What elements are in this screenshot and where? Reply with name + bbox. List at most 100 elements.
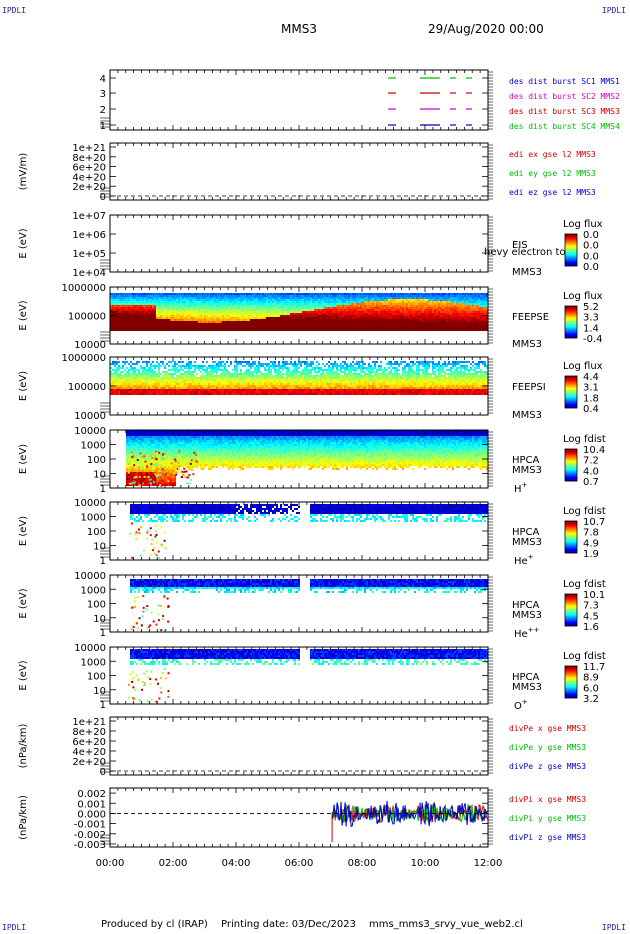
ylabel-divpe: (nPa/km) bbox=[18, 724, 29, 769]
ytick-label: 0 bbox=[100, 767, 106, 778]
ytick-label: -0.002 bbox=[74, 830, 106, 841]
colorbar-tick: 4.0 bbox=[583, 466, 599, 477]
corner-tag-top-right: IPDLI bbox=[601, 6, 626, 15]
ytick-label: 0 bbox=[100, 192, 106, 203]
file-name: mms_mms3_srvy_vue_web2.cl bbox=[369, 919, 523, 930]
colorbar-hpca_o bbox=[564, 665, 578, 699]
ytick-label: 10000 bbox=[74, 571, 106, 582]
ytick-label: 10000 bbox=[74, 426, 106, 437]
species-label: O+ bbox=[514, 698, 528, 712]
legend-entry: des dist burst SC4 MMS4 bbox=[509, 122, 620, 131]
ytick-label: 100000 bbox=[68, 382, 106, 393]
colorbar-tick: 4.5 bbox=[583, 611, 599, 622]
colorbar-tick: 0.7 bbox=[583, 477, 599, 488]
colorbar-hpca_he bbox=[564, 520, 578, 554]
ytick-label: 6e+20 bbox=[72, 163, 106, 174]
instrument-label: HPCA bbox=[512, 527, 540, 538]
spacecraft-label: MMS3 bbox=[512, 537, 542, 548]
ytick-label: 1e+06 bbox=[72, 230, 106, 241]
time-axis-label: 06:00 bbox=[285, 858, 314, 869]
ytick-label: 2e+20 bbox=[72, 182, 106, 193]
legend-entry: des dist burst SC3 MMS3 bbox=[509, 107, 620, 116]
ytick-label: 4e+20 bbox=[72, 747, 106, 758]
corner-tag-bottom-right: IPDLI bbox=[601, 923, 626, 932]
instrument-label: HPCA bbox=[512, 455, 540, 466]
colorbar-tick: 1.4 bbox=[583, 323, 599, 334]
spectrogram-feepsi bbox=[110, 361, 488, 395]
ytick-label: 10 bbox=[93, 614, 106, 625]
produced-by: Produced by cl (IRAP) bbox=[101, 919, 208, 930]
colorbar-tick: 10.7 bbox=[583, 517, 605, 528]
instrument-label: FEEPSE bbox=[512, 312, 549, 323]
ytick-label: 10 bbox=[93, 470, 106, 481]
spacecraft-label: MMS3 bbox=[512, 610, 542, 621]
ytick-label: 1e+05 bbox=[72, 249, 106, 260]
colorbar-tick: 6.0 bbox=[583, 683, 599, 694]
ylabel-hpca_h: E (eV) bbox=[18, 444, 29, 474]
species-label: He+ bbox=[514, 553, 534, 567]
ytick-label: 1000 bbox=[81, 441, 106, 452]
time-axis-label: 12:00 bbox=[474, 858, 503, 869]
ytick-label: -0.003 bbox=[74, 840, 106, 851]
ytick-label: 2e+20 bbox=[72, 757, 106, 768]
legend-entry: divPi z gse MMS3 bbox=[509, 833, 586, 842]
printing-date: Printing date: 03/Dec/2023 bbox=[221, 919, 357, 930]
ytick-label: 0.001 bbox=[77, 799, 106, 810]
time-axis-label: 04:00 bbox=[222, 858, 251, 869]
time-axis-label: 10:00 bbox=[411, 858, 440, 869]
ylabel-hpca_o: E (eV) bbox=[18, 660, 29, 690]
colorbar-title: Log fdist bbox=[563, 506, 606, 517]
colorbar-tick: 10.4 bbox=[583, 445, 605, 456]
ytick-label: 1e+21 bbox=[72, 717, 106, 728]
colorbar-tick: 5.2 bbox=[583, 302, 599, 313]
ytick-label: 8e+20 bbox=[72, 153, 106, 164]
legend-entry: edi ez gse l2 MMS3 bbox=[509, 188, 596, 197]
ytick-label: 1000 bbox=[81, 513, 106, 524]
colorbar-tick: 3.2 bbox=[583, 694, 599, 705]
ylabel-feepsi: E (eV) bbox=[18, 371, 29, 401]
ylabel-feepse: E (eV) bbox=[18, 300, 29, 330]
ytick-label: 1000 bbox=[81, 585, 106, 596]
ylabel-divpi: (nPa/km) bbox=[18, 795, 29, 840]
ytick-label: -0.001 bbox=[74, 820, 106, 831]
legend-entry: edi ey gse l2 MMS3 bbox=[509, 169, 596, 178]
time-axis-label: 08:00 bbox=[348, 858, 377, 869]
legend-entry: divPi y gse MMS3 bbox=[509, 814, 586, 823]
colorbar-tick: 0.0 bbox=[583, 262, 599, 273]
colorbar-tick: 4.9 bbox=[583, 538, 599, 549]
ytick-label: 100 bbox=[87, 672, 106, 683]
spacecraft-label: MMS3 bbox=[512, 410, 542, 421]
colorbar-tick: 4.4 bbox=[583, 372, 599, 383]
corner-tag-bottom-left: IPDLI bbox=[2, 923, 27, 932]
ytick-label: 10000 bbox=[74, 411, 106, 422]
ytick-label: 100 bbox=[87, 455, 106, 466]
spectrogram-hpca_h bbox=[126, 430, 488, 487]
time-axis-label: 00:00 bbox=[96, 858, 125, 869]
colorbar-title: Log fdist bbox=[563, 434, 606, 445]
spectrogram-feepse bbox=[110, 293, 488, 331]
ytick-label: 1 bbox=[100, 700, 106, 711]
ylabel-hpca_he: E (eV) bbox=[18, 516, 29, 546]
colorbar-tick: -0.4 bbox=[583, 334, 603, 345]
ytick-label: 6e+20 bbox=[72, 737, 106, 748]
colorbar-tick: 1.6 bbox=[583, 622, 599, 633]
ytick-label: 4 bbox=[100, 74, 106, 85]
ytick-label: 1000000 bbox=[61, 353, 106, 364]
panel-frame-eis bbox=[109, 214, 489, 273]
spectrogram-hpca_o bbox=[128, 649, 488, 703]
colorbar-tick: 7.2 bbox=[583, 456, 599, 467]
legend-entry: edi ex gse l2 MMS3 bbox=[509, 150, 596, 159]
ytick-label: 100 bbox=[87, 600, 106, 611]
colorbar-eis bbox=[564, 233, 578, 267]
ytick-label: 10 bbox=[93, 542, 106, 553]
spacecraft-label: MMS3 bbox=[512, 339, 542, 350]
time-axis-label: 02:00 bbox=[159, 858, 188, 869]
colorbar-title: Log fdist bbox=[563, 651, 606, 662]
ytick-label: 1e+21 bbox=[72, 143, 106, 154]
colorbar-title: Log fdist bbox=[563, 579, 606, 590]
ytick-label: 0.002 bbox=[77, 789, 106, 800]
panel-frame-burst bbox=[109, 69, 489, 131]
spacecraft-title: MMS3 bbox=[281, 22, 317, 36]
instrument-label: HPCA bbox=[512, 600, 540, 611]
colorbar-tick: 7.8 bbox=[583, 528, 599, 539]
